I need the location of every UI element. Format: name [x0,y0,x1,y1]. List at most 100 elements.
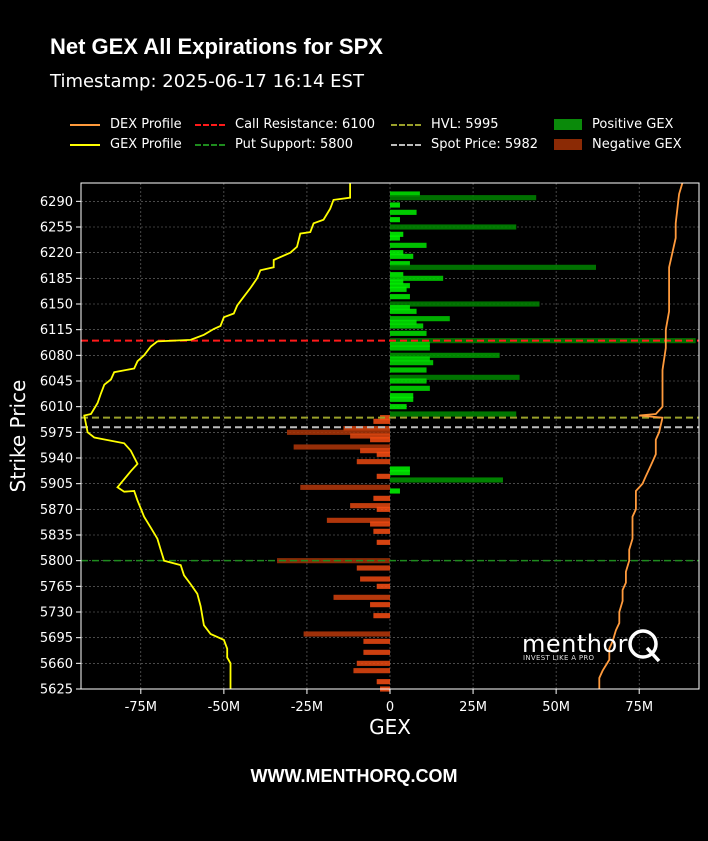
gex-bar [390,253,414,259]
gex-bar [376,506,390,512]
gex-bar [390,261,410,267]
x-axis-ticks: -75M -50M -25M 0 25M 50M 75M [125,689,653,715]
gex-bar [390,396,414,402]
gex-bar [380,415,390,421]
y-tick-label: 5695 [40,631,73,646]
logo-q-icon [628,629,661,663]
gex-bar [390,224,517,230]
y-tick-label: 6255 [40,221,73,236]
gex-bar [390,308,417,314]
legend-label-dex: DEX Profile [110,117,182,132]
legend-item-hvl: HVL: 5995 [391,117,499,132]
legend-label-spot-price: Spot Price: 5982 [431,137,538,152]
legend-label-positive-gex: Positive GEX [592,117,674,132]
gex-bar [350,433,390,439]
gex-bar [353,668,390,674]
footer-url: WWW.MENTHORQ.COM [250,766,458,786]
gex-bar [390,360,434,366]
y-tick-label: 6150 [40,298,73,313]
y-tick-label: 6185 [40,272,73,287]
gex-bar [390,231,404,237]
gex-bar [390,466,410,472]
gex-bar [390,275,444,281]
y-tick-label: 6290 [40,195,73,210]
gex-bar [390,378,427,384]
legend-swatch-spot-price [391,143,421,146]
gex-bar [390,330,427,336]
gex-bar [390,470,410,476]
x-tick-label: 0 [386,700,394,715]
legend-swatch-put-support [195,143,225,146]
gex-bar [390,404,407,410]
x-tick-label: 50M [542,700,570,715]
gex-bar [390,352,500,358]
y-axis-ticks: 5625 5660 5695 5730 5765 5800 5835 5870 5905 5940… [40,195,81,698]
y-tick-label: 6220 [40,246,73,261]
gex-bar [390,272,404,278]
gex-bar [356,660,390,666]
y-tick-label: 5835 [40,529,73,544]
gex-bar [390,319,417,325]
gex-bar [390,338,696,344]
gex-bar [370,437,390,443]
gex-bar [370,521,390,527]
gex-bar [390,367,427,373]
gex-bar [373,418,390,424]
y-tick-label: 5625 [40,683,73,698]
logo-tagline: INVEST LIKE A PRO [523,654,595,662]
legend-item-negative-gex: Negative GEX [554,137,682,152]
legend-swatch-gex [70,143,100,146]
chart-title: Net GEX All Expirations for SPX [50,34,383,59]
gex-bar [390,294,410,300]
gex-bar [390,217,400,223]
y-tick-label: 5905 [40,477,73,492]
gex-bar [390,393,414,399]
gex-bar [376,473,390,479]
gex-bar [390,411,517,417]
x-tick-label: 25M [459,700,487,715]
gex-bar [376,679,390,685]
gex-bar [390,385,430,391]
gex-bar [370,602,390,608]
gex-bar [390,356,430,362]
legend-swatch-negative-gex [554,139,582,150]
gex-bar [390,202,400,208]
legend-label-gex: GEX Profile [110,137,182,152]
gex-bars [277,191,696,692]
legend-swatch-positive-gex [554,119,582,130]
gex-bar [303,631,390,637]
x-tick-label: -75M [125,700,157,715]
gex-profile-line [83,183,352,689]
legend-item-gex: GEX Profile [70,137,182,152]
gex-bar [373,528,390,534]
gex-bar [363,649,390,655]
gex-bar [360,576,390,582]
gex-bar [343,426,390,432]
y-axis-title: Strike Price [6,380,30,493]
gex-bar [326,517,390,523]
gex-bar [333,594,390,600]
gex-bar [390,341,430,347]
gex-bar [293,444,390,450]
legend-item-dex: DEX Profile [70,117,182,132]
x-tick-label: -50M [208,700,240,715]
y-tick-label: 5660 [40,657,73,672]
y-tick-label: 6080 [40,349,73,364]
gex-bar [390,235,400,241]
legend-label-negative-gex: Negative GEX [592,137,682,152]
gex-bar [373,495,390,501]
gex-bar [390,283,410,289]
y-tick-label: 5730 [40,606,73,621]
logo-wordmark: menthor [522,630,629,658]
legend-item-put-support: Put Support: 5800 [195,137,353,152]
x-tick-label: 75M [625,700,653,715]
gex-bar [390,488,400,494]
x-tick-label: -25M [291,700,323,715]
legend-label-call-resistance: Call Resistance: 6100 [235,117,376,132]
gex-bar [390,264,596,270]
gex-bar [277,558,390,564]
gex-bar [373,613,390,619]
legend-label-hvl: HVL: 5995 [431,117,499,132]
legend-swatch-call-resistance [195,123,225,126]
